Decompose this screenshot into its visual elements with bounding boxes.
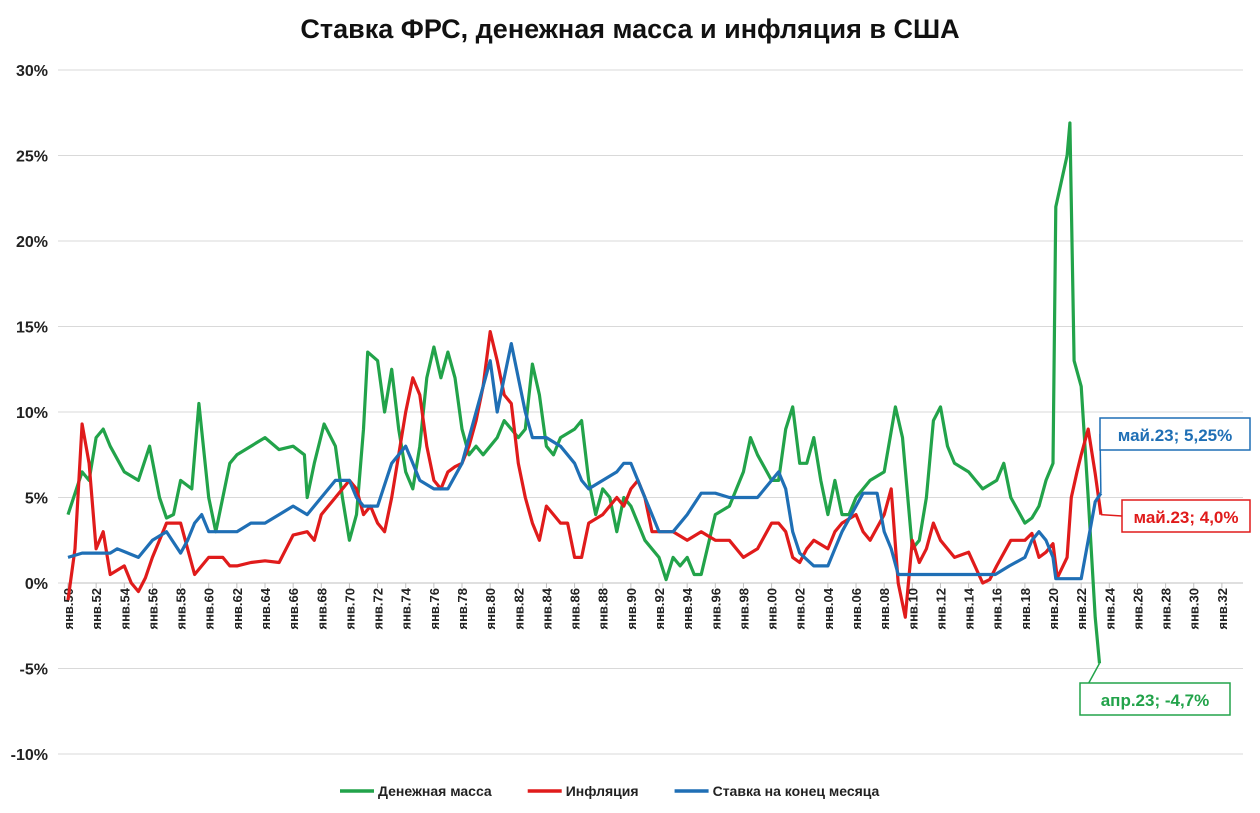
x-tick-label: янв.52: [89, 588, 104, 630]
x-tick-label: янв.82: [511, 588, 526, 630]
x-tick-label: янв.66: [286, 588, 301, 630]
annotation-label: май.23; 5,25%: [1118, 426, 1232, 445]
x-tick-label: янв.04: [821, 587, 836, 629]
x-tick-label: янв.08: [877, 588, 892, 630]
x-tick-label: янв.50: [61, 588, 76, 630]
y-tick-label: -5%: [20, 662, 48, 679]
x-tick-label: янв.02: [793, 588, 808, 630]
x-tick-label: янв.74: [399, 587, 414, 629]
legend-label: Ставка на конец месяца: [713, 783, 880, 799]
x-tick-label: янв.58: [174, 588, 189, 630]
x-tick-label: янв.60: [202, 588, 217, 630]
x-tick-label: янв.28: [1159, 588, 1174, 630]
x-tick-label: янв.68: [314, 588, 329, 630]
x-tick-label: янв.84: [539, 587, 554, 629]
line-series: [67, 342, 1103, 581]
x-tick-label: янв.94: [680, 587, 695, 629]
x-tick-label: янв.32: [1215, 588, 1230, 630]
y-tick-label: 0%: [25, 576, 48, 593]
x-tick-label: янв.78: [455, 588, 470, 630]
x-tick-label: янв.30: [1187, 588, 1202, 630]
x-tick-label: янв.18: [1018, 588, 1033, 630]
annotation-box: [1099, 417, 1251, 451]
y-tick-label: 15%: [16, 320, 48, 337]
x-tick-label: янв.88: [596, 588, 611, 630]
annotation-box: [1121, 499, 1251, 533]
annotation-label: май.23; 4,0%: [1133, 508, 1238, 527]
chart-title: Ставка ФРС, денежная масса и инфляция в …: [300, 14, 959, 44]
x-tick-label: янв.92: [652, 588, 667, 630]
x-tick-label: янв.10: [905, 588, 920, 630]
annotation-leader: [1100, 513, 1123, 517]
x-tick-label: янв.70: [342, 588, 357, 630]
x-tick-label: янв.86: [568, 588, 583, 630]
legend-label: Денежная масса: [378, 783, 492, 799]
y-tick-label: 25%: [16, 149, 48, 166]
legend-label: Инфляция: [566, 783, 639, 799]
x-tick-label: янв.54: [117, 587, 132, 629]
x-tick-label: янв.06: [849, 588, 864, 630]
x-tick-label: янв.12: [933, 588, 948, 630]
x-tick-label: янв.72: [371, 588, 386, 630]
x-tick-label: янв.22: [1074, 588, 1089, 630]
x-tick-label: янв.98: [736, 588, 751, 630]
y-tick-label: 20%: [16, 234, 48, 251]
x-tick-label: янв.76: [427, 588, 442, 630]
line-series: [66, 121, 1102, 664]
y-tick-label: -10%: [11, 747, 48, 764]
x-tick-label: янв.16: [990, 588, 1005, 630]
x-tick-label: янв.26: [1130, 588, 1145, 630]
y-tick-label: 30%: [16, 63, 48, 80]
x-tick-label: янв.80: [483, 588, 498, 630]
line-series: [66, 330, 1103, 619]
y-tick-label: 10%: [16, 405, 48, 422]
x-tick-label: янв.20: [1046, 588, 1061, 630]
x-tick-label: янв.90: [624, 588, 639, 630]
x-tick-label: янв.56: [145, 588, 160, 630]
x-tick-label: янв.24: [1102, 587, 1117, 629]
x-tick-label: янв.62: [230, 588, 245, 630]
x-tick-label: янв.00: [765, 588, 780, 630]
annotation-label: апр.23; -4,7%: [1101, 691, 1210, 710]
y-tick-label: 5%: [25, 491, 48, 508]
x-tick-label: янв.64: [258, 587, 273, 629]
annotation-box: [1079, 682, 1231, 716]
x-tick-label: янв.96: [708, 588, 723, 630]
x-tick-label: янв.14: [962, 587, 977, 629]
